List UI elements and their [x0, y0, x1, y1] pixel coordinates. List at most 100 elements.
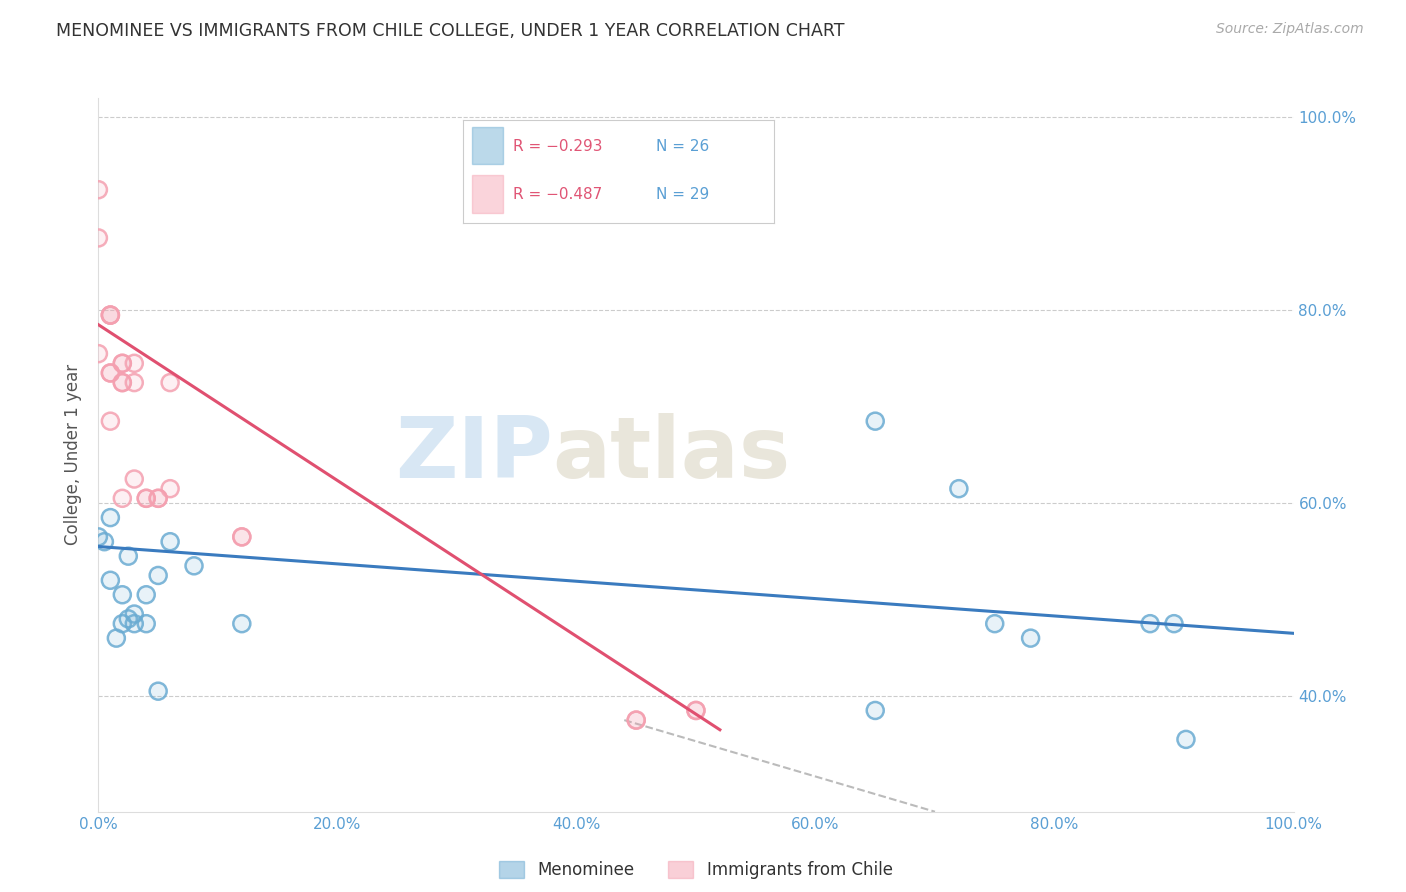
Point	[135, 491, 157, 506]
Point	[1139, 616, 1161, 631]
Point	[98, 574, 122, 588]
Point	[124, 616, 146, 631]
Point	[124, 376, 146, 390]
Point	[135, 491, 157, 506]
Point	[231, 616, 253, 631]
Point	[111, 616, 134, 631]
Point	[863, 703, 887, 717]
Point	[98, 414, 122, 428]
Point	[148, 684, 170, 698]
Point	[111, 491, 134, 506]
Point	[159, 376, 181, 390]
Text: MENOMINEE VS IMMIGRANTS FROM CHILE COLLEGE, UNDER 1 YEAR CORRELATION CHART: MENOMINEE VS IMMIGRANTS FROM CHILE COLLE…	[56, 22, 845, 40]
Point	[111, 376, 134, 390]
Point	[93, 534, 115, 549]
Point	[948, 482, 970, 496]
Point	[1139, 616, 1161, 631]
Point	[135, 588, 157, 602]
Point	[1019, 631, 1042, 645]
Point	[231, 616, 253, 631]
Point	[111, 491, 134, 506]
Point	[124, 472, 146, 486]
Point	[98, 366, 122, 380]
Point	[183, 558, 205, 573]
Point	[98, 366, 122, 380]
Point	[87, 231, 110, 245]
Point	[1163, 616, 1185, 631]
Point	[231, 530, 253, 544]
Point	[1175, 732, 1198, 747]
Point	[98, 308, 122, 322]
Point	[626, 713, 648, 727]
Point	[135, 616, 157, 631]
Point	[148, 568, 170, 582]
Point	[111, 588, 134, 602]
Point	[626, 713, 648, 727]
Point	[148, 568, 170, 582]
Text: Source: ZipAtlas.com: Source: ZipAtlas.com	[1216, 22, 1364, 37]
Point	[231, 530, 253, 544]
Point	[98, 308, 122, 322]
Point	[984, 616, 1007, 631]
Point	[626, 713, 648, 727]
Point	[863, 414, 887, 428]
Point	[111, 376, 134, 390]
Point	[148, 491, 170, 506]
Point	[117, 612, 139, 626]
Point	[111, 376, 134, 390]
Point	[87, 530, 110, 544]
Point	[863, 414, 887, 428]
Point	[135, 588, 157, 602]
Legend: Menominee, Immigrants from Chile: Menominee, Immigrants from Chile	[492, 854, 900, 886]
Point	[159, 376, 181, 390]
Point	[124, 616, 146, 631]
Point	[231, 530, 253, 544]
Point	[98, 366, 122, 380]
Point	[1163, 616, 1185, 631]
Point	[148, 491, 170, 506]
Point	[117, 612, 139, 626]
Point	[87, 530, 110, 544]
Point	[685, 703, 707, 717]
Point	[93, 534, 115, 549]
Point	[148, 491, 170, 506]
Point	[87, 183, 110, 197]
Point	[117, 549, 139, 564]
Point	[98, 510, 122, 524]
Point	[111, 356, 134, 370]
Point	[87, 231, 110, 245]
Point	[1019, 631, 1042, 645]
Point	[183, 558, 205, 573]
Point	[148, 684, 170, 698]
Point	[135, 616, 157, 631]
Point	[159, 534, 181, 549]
Point	[124, 472, 146, 486]
Point	[685, 703, 707, 717]
Point	[124, 607, 146, 621]
Point	[87, 183, 110, 197]
Point	[98, 414, 122, 428]
Point	[863, 703, 887, 717]
Point	[135, 491, 157, 506]
Point	[984, 616, 1007, 631]
Point	[148, 491, 170, 506]
Point	[159, 534, 181, 549]
Point	[948, 482, 970, 496]
Point	[685, 703, 707, 717]
Point	[111, 356, 134, 370]
Y-axis label: College, Under 1 year: College, Under 1 year	[65, 364, 83, 546]
Text: atlas: atlas	[553, 413, 790, 497]
Point	[231, 530, 253, 544]
Point	[124, 376, 146, 390]
Point	[124, 356, 146, 370]
Point	[117, 549, 139, 564]
Point	[105, 631, 128, 645]
Point	[98, 574, 122, 588]
Point	[159, 482, 181, 496]
Text: ZIP: ZIP	[395, 413, 553, 497]
Point	[135, 491, 157, 506]
Point	[159, 482, 181, 496]
Point	[98, 308, 122, 322]
Point	[111, 356, 134, 370]
Point	[87, 346, 110, 360]
